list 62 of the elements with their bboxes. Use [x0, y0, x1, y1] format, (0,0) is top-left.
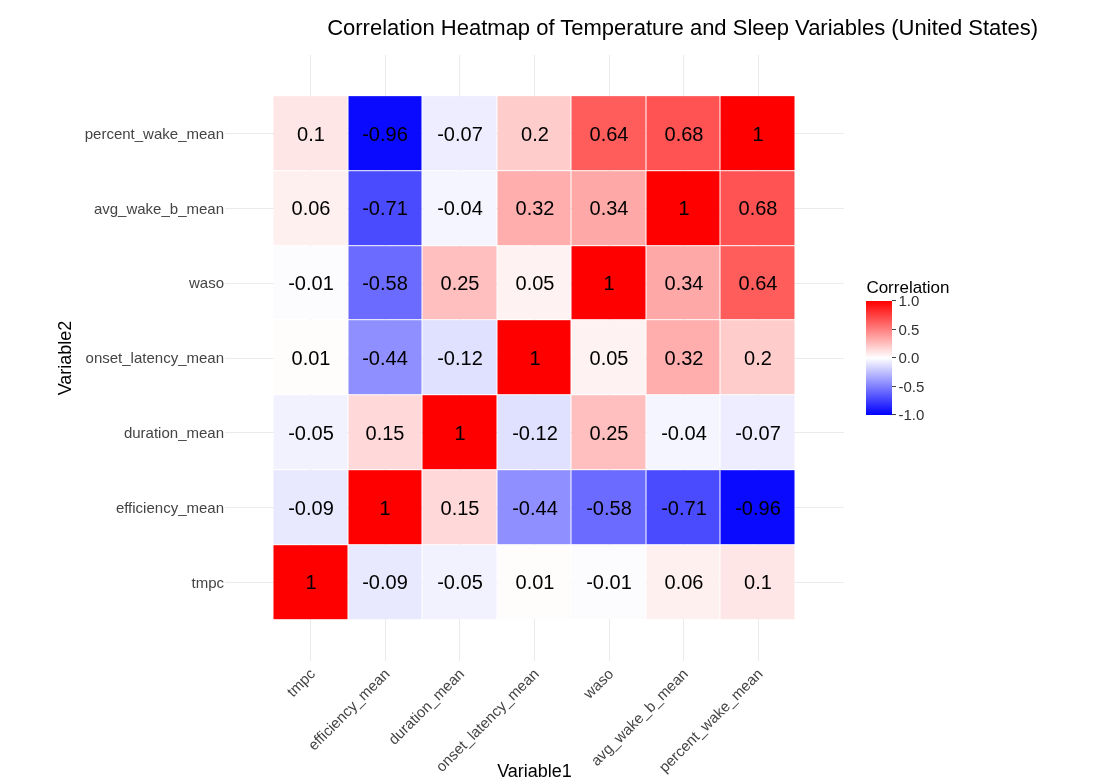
data-label: 1 — [454, 422, 466, 444]
y-tick-label: efficiency_mean — [115, 498, 224, 516]
data-label: 0.01 — [515, 571, 555, 593]
data-label: -0.04 — [661, 422, 707, 444]
data-label: 0.06 — [664, 571, 704, 593]
data-label: 0.34 — [589, 197, 629, 219]
y-tick-label: tmpc — [191, 573, 225, 591]
data-label: 0.15 — [440, 497, 480, 519]
data-label: 0.32 — [664, 347, 704, 369]
data-label: -0.04 — [437, 197, 483, 219]
data-label: 0.2 — [521, 123, 549, 145]
data-label: 0.64 — [589, 123, 629, 145]
data-label: -0.12 — [512, 422, 558, 444]
data-label: -0.01 — [288, 272, 334, 294]
data-label: 0.32 — [515, 197, 555, 219]
chart-title: Correlation Heatmap of Temperature and Sleep Variables (United States) — [327, 14, 1039, 40]
data-label: -0.44 — [512, 497, 558, 519]
data-label: 0.1 — [297, 123, 325, 145]
data-label: 1 — [678, 197, 690, 219]
color-bar-label: 0.0 — [898, 349, 920, 367]
data-label: 1 — [603, 272, 615, 294]
data-label: 0.25 — [589, 422, 629, 444]
y-tick-label: waso — [187, 274, 224, 292]
y-axis-title: Variable2 — [54, 320, 75, 396]
data-label: 0.05 — [515, 272, 555, 294]
data-label: 0.1 — [744, 571, 772, 593]
y-tick-label: onset_latency_mean — [85, 349, 224, 367]
data-label: -0.07 — [437, 123, 483, 145]
data-label: -0.09 — [288, 497, 334, 519]
color-bar-label: -1.0 — [898, 406, 925, 424]
data-label: -0.01 — [586, 571, 632, 593]
data-label: 0.34 — [664, 272, 704, 294]
data-label: 0.2 — [744, 347, 772, 369]
y-tick-label: avg_wake_b_mean — [93, 199, 224, 217]
data-label: -0.58 — [586, 497, 632, 519]
data-label: -0.44 — [362, 347, 408, 369]
data-label: 0.25 — [440, 272, 480, 294]
data-label: 1 — [305, 571, 317, 593]
y-tick-label: duration_mean — [123, 424, 224, 442]
data-label: 1 — [379, 497, 391, 519]
data-label: -0.71 — [362, 197, 408, 219]
data-label: -0.96 — [735, 497, 781, 519]
data-label: -0.07 — [735, 422, 781, 444]
data-label: 0.68 — [738, 197, 778, 219]
data-label: 0.01 — [291, 347, 331, 369]
data-label: -0.96 — [362, 123, 408, 145]
data-label: -0.71 — [661, 497, 707, 519]
data-label: 0.06 — [291, 197, 331, 219]
data-label: 0.05 — [589, 347, 629, 369]
y-tick-label: percent_wake_mean — [84, 124, 224, 142]
color-bar-label: -0.5 — [898, 377, 925, 395]
data-label: -0.58 — [362, 272, 408, 294]
data-label: 0.15 — [365, 422, 405, 444]
data-label: -0.05 — [288, 422, 334, 444]
data-label: 1 — [529, 347, 541, 369]
data-label: -0.09 — [362, 571, 408, 593]
data-label: -0.05 — [437, 571, 483, 593]
data-label: 1 — [752, 123, 764, 145]
data-label: 0.64 — [738, 272, 778, 294]
data-label: -0.12 — [437, 347, 483, 369]
color-bar-label: 0.5 — [898, 320, 920, 338]
data-label: 0.68 — [664, 123, 704, 145]
